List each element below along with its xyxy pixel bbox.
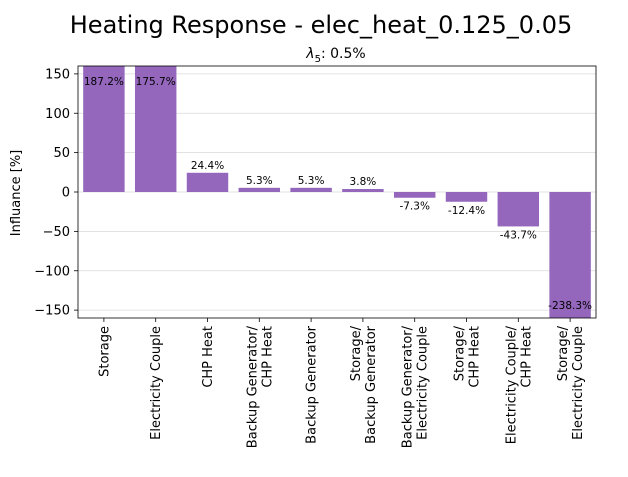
x-tick-label-line: CHP Heat (201, 326, 216, 388)
bar-value-label: -43.7% (500, 229, 537, 241)
bar (342, 189, 384, 192)
bar-value-label: 187.2% (84, 76, 124, 88)
x-tick-label: Storage/CHP Heat (453, 325, 483, 387)
x-tick-label: Electricity Couple (149, 326, 164, 440)
subtitle-subscript: 5 (315, 54, 321, 65)
plot-frame (77, 65, 597, 319)
x-tick-label-line: Backup Generator/ (245, 325, 260, 448)
bar (238, 187, 281, 192)
bar (445, 192, 488, 202)
x-tick-label: Electricity Couple/CHP Heat (504, 325, 534, 444)
x-tick-label-line: Backup Generator/ (401, 325, 416, 448)
x-tick-label-line: Electricity Couple (149, 326, 164, 440)
chart-subtitle: λ5: 0.5% (305, 46, 365, 65)
x-tick-label-line: Backup Generator (364, 325, 379, 443)
y-tick-label: 50 (53, 146, 70, 161)
x-tick-label-line: CHP Heat (468, 326, 483, 388)
x-tick-label-line: Storage/ (349, 325, 364, 381)
subtitle-symbol: λ (305, 46, 314, 62)
x-tick-label: Storage/Backup Generator (349, 325, 379, 443)
x-tick-label-line: Electricity Couple (416, 326, 431, 440)
x-tick-label-line: CHP Heat (260, 326, 275, 388)
axes: −150 −100 −50 0 50 100 150 Storage Electricity C… (34, 65, 597, 448)
bar (290, 187, 332, 192)
bar-value-label: 3.8% (350, 176, 377, 188)
x-tick-label-line: Storage/ (453, 325, 468, 381)
bar (186, 172, 229, 192)
bar (134, 66, 177, 193)
x-tick-label: Storage/Electricity Couple (556, 325, 586, 439)
subtitle-value: : 0.5% (321, 46, 366, 62)
x-tick-label: Backup Generator/CHP Heat (245, 325, 275, 448)
y-tick-label: −50 (43, 225, 70, 240)
bar (497, 192, 540, 227)
x-tick-label: Storage (97, 326, 112, 377)
bar-value-label: -238.3% (548, 300, 592, 312)
x-tick-label-line: Electricity Couple/ (504, 325, 519, 444)
bars (83, 66, 591, 318)
x-tick-label-line: Electricity Couple (571, 326, 586, 440)
x-tick-label: CHP Heat (201, 326, 216, 388)
x-tick-label-line: CHP Heat (519, 326, 534, 388)
y-tick-label: −100 (34, 264, 70, 279)
bar-value-label: 175.7% (136, 76, 176, 88)
x-tick-label-line: Storage (97, 326, 112, 377)
y-axis-label: Influance [%] (9, 150, 24, 236)
bar-value-labels: 187.2% 175.7% 24.4% 5.3% 5.3% 3.8% -7.3% -12.4%… (84, 76, 592, 312)
bar-value-label: -7.3% (399, 201, 429, 213)
x-tick-label: Backup Generator/Electricity Couple (401, 325, 431, 448)
x-tick-label-line: Backup Generator (305, 325, 320, 443)
bar-value-label: -12.4% (448, 205, 485, 217)
bar-value-label: 5.3% (298, 175, 325, 187)
y-tick-label: 150 (45, 67, 70, 82)
x-tick-label-line: Storage/ (556, 325, 571, 381)
bar (83, 66, 125, 192)
chart-title: Heating Response - elec_heat_0.125_0.05 (70, 11, 573, 39)
bar (549, 192, 591, 318)
y-tick-label: −150 (34, 304, 70, 319)
x-tick-label: Backup Generator (305, 325, 320, 443)
bar-value-label: 24.4% (191, 160, 224, 172)
y-tick-label: 0 (62, 186, 70, 201)
bar-value-label: 5.3% (246, 175, 273, 187)
bar (393, 192, 436, 198)
y-tick-label: 100 (45, 107, 70, 122)
